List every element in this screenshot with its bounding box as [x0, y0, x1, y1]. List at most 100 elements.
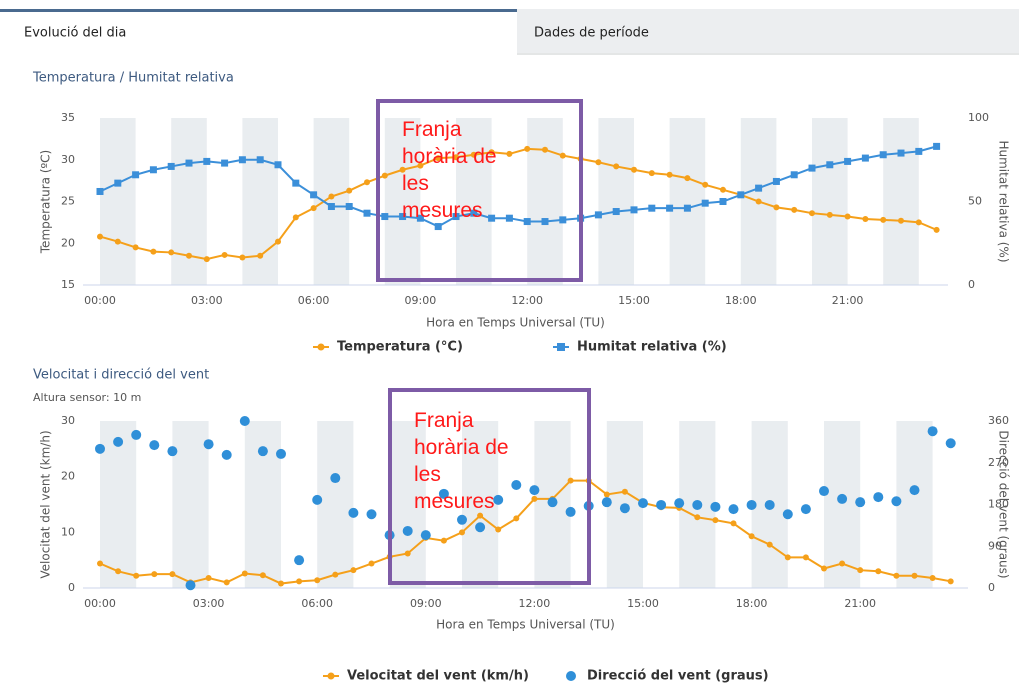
point — [511, 480, 522, 491]
chart-subtitle: Altura sensor: 10 m — [33, 391, 141, 404]
point — [113, 436, 124, 447]
point — [719, 198, 727, 205]
point — [131, 429, 142, 440]
y-tick-label: 20 — [61, 236, 75, 249]
hour-band — [812, 118, 848, 285]
tab-label[interactable]: Evolució del dia — [24, 26, 126, 41]
point — [730, 520, 737, 527]
y2-tick-label: 0 — [988, 581, 995, 594]
x-axis-title: Hora en Temps Universal (TU) — [426, 316, 605, 330]
legend-marker — [557, 343, 565, 351]
y-tick-label: 35 — [61, 111, 75, 124]
point — [821, 565, 827, 572]
point — [488, 149, 495, 156]
point — [438, 488, 449, 499]
tab-active[interactable] — [0, 9, 517, 55]
point — [452, 213, 460, 221]
point — [755, 198, 762, 205]
y2-tick-label: 180 — [988, 498, 1009, 511]
point — [381, 172, 388, 179]
point — [97, 560, 103, 567]
point — [755, 184, 763, 192]
point — [310, 191, 318, 199]
point — [702, 181, 709, 188]
point — [601, 497, 612, 508]
point — [477, 512, 484, 519]
point — [619, 503, 630, 514]
point — [784, 554, 791, 561]
point — [631, 166, 637, 173]
point — [595, 159, 602, 166]
x-tick-label: 21:00 — [832, 294, 864, 307]
point — [875, 568, 882, 575]
point — [701, 199, 709, 207]
hour-band — [100, 421, 137, 588]
point — [416, 214, 424, 222]
point — [168, 249, 175, 256]
point — [203, 439, 214, 450]
point — [402, 525, 413, 536]
hour-band — [896, 421, 933, 588]
point — [133, 572, 140, 579]
point — [790, 171, 798, 179]
y-tick-label: 30 — [61, 153, 75, 166]
y2-tick-label: 0 — [968, 278, 975, 291]
point — [674, 498, 685, 509]
y2-tick-label: 90 — [988, 539, 1002, 552]
x-tick-label: 09:00 — [410, 597, 442, 610]
x-tick-label: 03:00 — [193, 597, 225, 610]
y-axis-title: Velocitat del vent (km/h) — [39, 430, 53, 578]
tab-label[interactable]: Dades de període — [534, 26, 649, 41]
point — [933, 226, 940, 233]
point — [612, 208, 620, 216]
point — [114, 238, 121, 245]
point — [348, 507, 359, 518]
point — [800, 504, 811, 515]
point — [915, 147, 923, 155]
point — [241, 570, 248, 577]
point — [95, 443, 105, 454]
point — [531, 495, 538, 502]
tab-inactive[interactable] — [517, 9, 1019, 55]
point — [737, 191, 745, 199]
point — [666, 204, 674, 212]
point — [256, 156, 264, 164]
legend-label: Direcció del vent (graus) — [587, 669, 769, 684]
point — [275, 238, 281, 245]
annotation-box — [388, 388, 591, 585]
point — [809, 210, 815, 217]
point — [945, 438, 956, 449]
point — [495, 526, 502, 533]
point — [529, 485, 540, 496]
hour-band — [244, 421, 281, 588]
point — [205, 574, 212, 581]
point — [221, 251, 228, 258]
point — [470, 209, 478, 217]
point — [603, 491, 610, 498]
point — [185, 580, 196, 591]
x-tick-label: 12:00 — [511, 294, 543, 307]
point — [873, 492, 884, 503]
hour-band — [384, 118, 421, 285]
point — [621, 488, 628, 495]
point — [221, 449, 232, 460]
point — [909, 485, 920, 496]
point — [648, 204, 656, 212]
point — [748, 533, 755, 540]
point — [296, 578, 303, 585]
point — [330, 473, 341, 484]
point — [115, 568, 122, 575]
point — [839, 560, 846, 567]
legend-marker — [566, 671, 576, 681]
point — [844, 213, 851, 220]
x-tick-label: 06:00 — [298, 294, 330, 307]
point — [594, 211, 602, 219]
legend-label: Velocitat del vent (km/h) — [347, 669, 529, 684]
point — [898, 217, 904, 224]
hour-band — [669, 118, 706, 285]
point — [879, 151, 887, 159]
point — [808, 164, 816, 172]
y2-tick-label: 270 — [988, 456, 1009, 469]
chart-title: Temperatura / Humitat relativa — [32, 71, 234, 86]
